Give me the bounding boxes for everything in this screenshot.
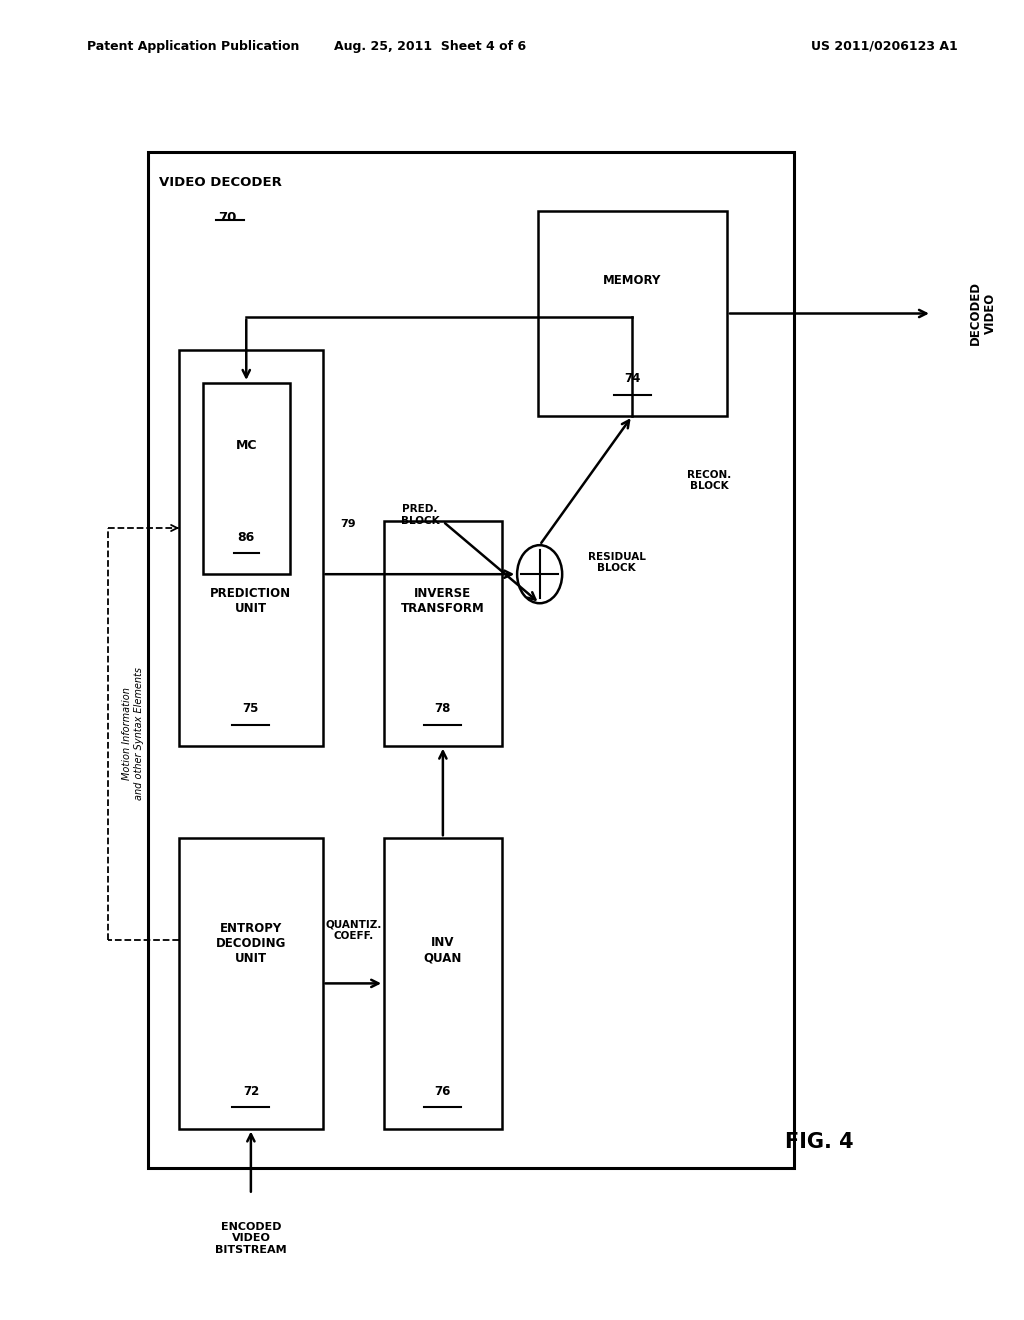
Text: MEMORY: MEMORY	[603, 275, 662, 286]
Text: Motion Information
and other Syntax Elements: Motion Information and other Syntax Elem…	[122, 668, 144, 800]
Text: DECODED
VIDEO: DECODED VIDEO	[969, 281, 997, 346]
Text: 86: 86	[238, 531, 255, 544]
Text: 72: 72	[243, 1085, 259, 1098]
Text: MC: MC	[236, 440, 257, 451]
Text: RECON.
BLOCK: RECON. BLOCK	[687, 470, 731, 491]
Bar	[179, 838, 323, 1129]
Text: ENCODED
VIDEO
BITSTREAM: ENCODED VIDEO BITSTREAM	[215, 1221, 287, 1255]
Bar	[384, 521, 502, 746]
Text: PREDICTION
UNIT: PREDICTION UNIT	[210, 586, 292, 615]
Bar	[384, 838, 502, 1129]
Bar	[179, 350, 323, 746]
Text: 78: 78	[435, 702, 451, 715]
Text: 70: 70	[218, 211, 237, 224]
Bar	[203, 383, 290, 574]
Text: Patent Application Publication: Patent Application Publication	[87, 40, 299, 53]
Text: VIDEO DECODER: VIDEO DECODER	[159, 176, 282, 189]
Text: INVERSE
TRANSFORM: INVERSE TRANSFORM	[401, 586, 484, 615]
Text: 76: 76	[435, 1085, 451, 1098]
Text: Aug. 25, 2011  Sheet 4 of 6: Aug. 25, 2011 Sheet 4 of 6	[334, 40, 526, 53]
Text: QUANTIZ.
COEFF.: QUANTIZ. COEFF.	[325, 920, 382, 941]
Text: 74: 74	[625, 372, 640, 385]
Text: 79: 79	[340, 519, 356, 529]
Text: RESIDUAL
BLOCK: RESIDUAL BLOCK	[588, 552, 645, 573]
Text: FIG. 4: FIG. 4	[784, 1131, 854, 1152]
Bar	[538, 211, 727, 416]
Text: PRED.
BLOCK: PRED. BLOCK	[400, 504, 439, 525]
Text: US 2011/0206123 A1: US 2011/0206123 A1	[811, 40, 957, 53]
Bar	[148, 152, 794, 1168]
Text: ENTROPY
DECODING
UNIT: ENTROPY DECODING UNIT	[216, 923, 286, 965]
Text: 75: 75	[243, 702, 259, 715]
Text: INV
QUAN: INV QUAN	[424, 936, 462, 965]
